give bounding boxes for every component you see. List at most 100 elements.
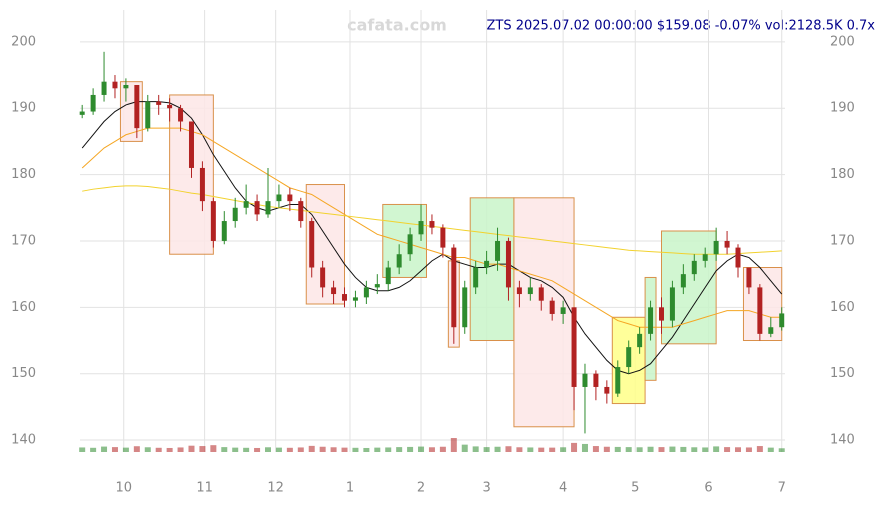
- candle-body: [134, 84, 140, 129]
- x-tick-label: 2: [417, 481, 425, 496]
- volume-bar: [778, 448, 785, 452]
- candle-body: [604, 386, 610, 394]
- volume-bar: [221, 447, 228, 452]
- candle-body: [265, 201, 271, 215]
- volume-bar: [90, 447, 97, 452]
- candle-body: [571, 307, 577, 387]
- y-tick-label-right: 200: [830, 34, 855, 49]
- x-tick-label: 7: [778, 481, 786, 496]
- candle-body: [221, 221, 227, 241]
- volume-bar: [592, 446, 599, 452]
- volume-bar: [330, 447, 337, 452]
- volume-bar: [713, 446, 720, 452]
- volume-bar: [275, 447, 282, 452]
- candle-body: [440, 227, 446, 248]
- candle-body: [101, 81, 107, 95]
- volume-bar: [188, 445, 195, 452]
- candle-body: [276, 194, 282, 202]
- candle-body: [407, 234, 413, 255]
- candle-body: [298, 201, 304, 222]
- x-tick-label: 5: [631, 481, 639, 496]
- volume-bar: [549, 447, 556, 452]
- candle-body: [735, 247, 741, 268]
- y-tick-label-right: 140: [830, 433, 855, 448]
- volume-bar: [418, 446, 425, 452]
- volume-bar: [538, 447, 545, 452]
- candle-body: [232, 207, 238, 222]
- candle-body: [363, 287, 369, 298]
- candle-body: [702, 254, 708, 261]
- candle-body: [746, 267, 752, 288]
- volume-bar: [450, 438, 457, 452]
- volume-bar: [297, 447, 304, 452]
- candle-body: [724, 240, 730, 248]
- candle-body: [713, 240, 719, 255]
- volume-bar: [385, 447, 392, 452]
- volume-bar: [658, 447, 665, 452]
- candle-body: [582, 373, 588, 387]
- volume-bar: [767, 447, 774, 452]
- ma-line: [81, 101, 783, 375]
- candle-body: [79, 111, 85, 115]
- volume-bar: [439, 446, 446, 452]
- volume-bar: [319, 446, 326, 452]
- candle-body: [396, 254, 402, 268]
- candle-body: [199, 167, 205, 202]
- volume-bar: [111, 447, 118, 452]
- volume-bar: [155, 447, 162, 452]
- volume-bar: [560, 447, 567, 452]
- volume-bar: [232, 447, 239, 452]
- candle-body: [331, 287, 337, 295]
- volume-bar: [461, 444, 468, 452]
- volume-bar: [669, 446, 676, 452]
- candle-body: [210, 201, 216, 241]
- x-tick-label: 10: [115, 481, 132, 496]
- volume-bar: [745, 447, 752, 452]
- y-tick-label: 150: [11, 366, 36, 381]
- candle-body: [768, 327, 774, 334]
- x-tick-label: 4: [559, 481, 567, 496]
- volume-bar: [101, 446, 108, 452]
- candle-body: [560, 307, 566, 314]
- candle-body: [342, 294, 348, 301]
- volume-bar: [265, 447, 271, 452]
- candle-body: [615, 367, 621, 394]
- volume-bar: [286, 447, 293, 452]
- volume-bar: [243, 447, 250, 452]
- y-tick-label-right: 150: [830, 366, 855, 381]
- candle-body: [309, 221, 315, 268]
- candle-body: [167, 104, 173, 109]
- y-tick-label: 180: [11, 167, 36, 182]
- candle-body: [495, 240, 501, 261]
- candle-body: [549, 300, 555, 314]
- candle-body: [418, 221, 424, 235]
- candle-body: [123, 84, 129, 89]
- candle-body: [757, 287, 763, 334]
- candle-body: [243, 201, 249, 208]
- candle-body: [473, 267, 479, 288]
- volume-bar: [122, 447, 129, 452]
- volume-bar: [483, 447, 490, 452]
- volume-bar: [374, 447, 381, 452]
- volume-bar: [254, 447, 261, 452]
- volume-bar: [352, 447, 359, 452]
- candle-body: [352, 297, 358, 301]
- volume-bar: [756, 446, 763, 452]
- x-tick-label: 11: [196, 481, 213, 496]
- x-tick-label: 3: [482, 481, 490, 496]
- candle-body: [145, 101, 151, 129]
- candle-body: [112, 81, 118, 89]
- y-tick-label-right: 190: [830, 101, 855, 116]
- candle-body: [637, 333, 643, 348]
- y-tick-label: 140: [11, 433, 36, 448]
- volume-bar: [680, 446, 687, 452]
- volume-bar: [494, 446, 501, 452]
- volume-bar: [79, 447, 86, 452]
- y-tick-label: 170: [11, 233, 36, 248]
- candle-body: [669, 287, 675, 321]
- candle-body: [593, 373, 599, 387]
- volume-bar: [308, 445, 315, 452]
- zone: [382, 203, 427, 278]
- volume-bar: [407, 446, 414, 452]
